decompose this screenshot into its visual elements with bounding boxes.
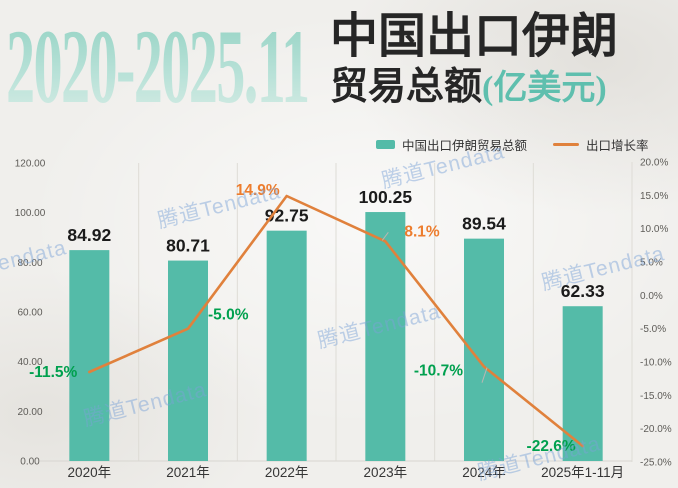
bar-value-label: 80.71 [166, 236, 210, 256]
bar-value-label: 89.54 [462, 214, 506, 234]
chart-legend: 中国出口伊朗贸易总额 出口增长率 [376, 136, 649, 153]
subtitle-row: 贸易总额(亿美元) [330, 65, 618, 109]
bar-value-label: 84.92 [67, 225, 111, 245]
growth-label: -11.5% [29, 364, 77, 381]
legend-bar-swatch [376, 139, 395, 149]
y-axis-tick-right: -10.0% [640, 358, 672, 369]
legend-line-label: 出口增长率 [586, 138, 649, 153]
trade-chart: 0.00 20.00 40.00 60.00 80.00 100.00 120.00 20.0… [15, 158, 672, 481]
y-axis-tick-left: 60.00 [17, 308, 42, 319]
growth-label: -5.0% [208, 307, 249, 324]
y-axis-tick-right: 10.0% [640, 224, 668, 235]
y-axis-tick-left: 120.00 [15, 159, 46, 170]
y-axis-tick-right: 15.0% [640, 191, 668, 202]
subtitle: 贸易总额 [330, 65, 483, 108]
period-title: 2020-2025.11 [6, 8, 310, 125]
legend-line-swatch [553, 142, 580, 146]
y-axis-tick-right: -5.0% [640, 324, 666, 335]
bar-value-label: 100.25 [359, 187, 413, 207]
bar [266, 230, 307, 461]
growth-label: 8.1% [404, 223, 440, 240]
y-axis-tick-left: 20.00 [17, 407, 42, 418]
x-axis-label: 2024年 [462, 465, 506, 480]
y-axis-tick-right: -15.0% [640, 391, 672, 402]
x-axis-label: 2020年 [68, 465, 112, 480]
x-axis-label: 2022年 [265, 465, 309, 480]
y-axis-tick-left: 0.00 [20, 457, 40, 468]
y-axis-tick-left: 100.00 [15, 208, 46, 219]
bar [168, 260, 208, 461]
growth-label: -22.6% [527, 438, 576, 455]
growth-label-leader [481, 367, 488, 383]
bar [69, 250, 110, 461]
bar-value-label: 62.33 [561, 281, 605, 301]
y-axis-tick-right: 5.0% [640, 258, 663, 269]
x-axis-label: 2023年 [364, 465, 408, 480]
y-axis-tick-right: 0.0% [640, 291, 663, 302]
bar [365, 212, 406, 461]
unit-label: (亿美元) [482, 69, 607, 107]
y-axis-tick-right: -20.0% [640, 424, 672, 435]
growth-label-leader [381, 232, 389, 241]
y-axis-tick-right: 20.0% [640, 158, 668, 169]
growth-line [88, 194, 584, 448]
y-axis-tick-right: -25.0% [640, 458, 672, 469]
legend-bar-label: 中国出口伊朗贸易总额 [402, 138, 528, 153]
growth-label: -10.7% [414, 363, 463, 380]
y-axis-tick-left: 80.00 [17, 258, 42, 269]
y-axis-tick-left: 40.00 [17, 357, 42, 368]
main-title: 中国出口伊朗 [330, 10, 619, 63]
title-block: 中国出口伊朗 贸易总额(亿美元) [330, 8, 618, 108]
growth-label: 14.9% [236, 182, 280, 199]
x-axis-label: 2025年1-11月 [541, 465, 624, 480]
x-axis-label: 2021年 [166, 465, 210, 480]
